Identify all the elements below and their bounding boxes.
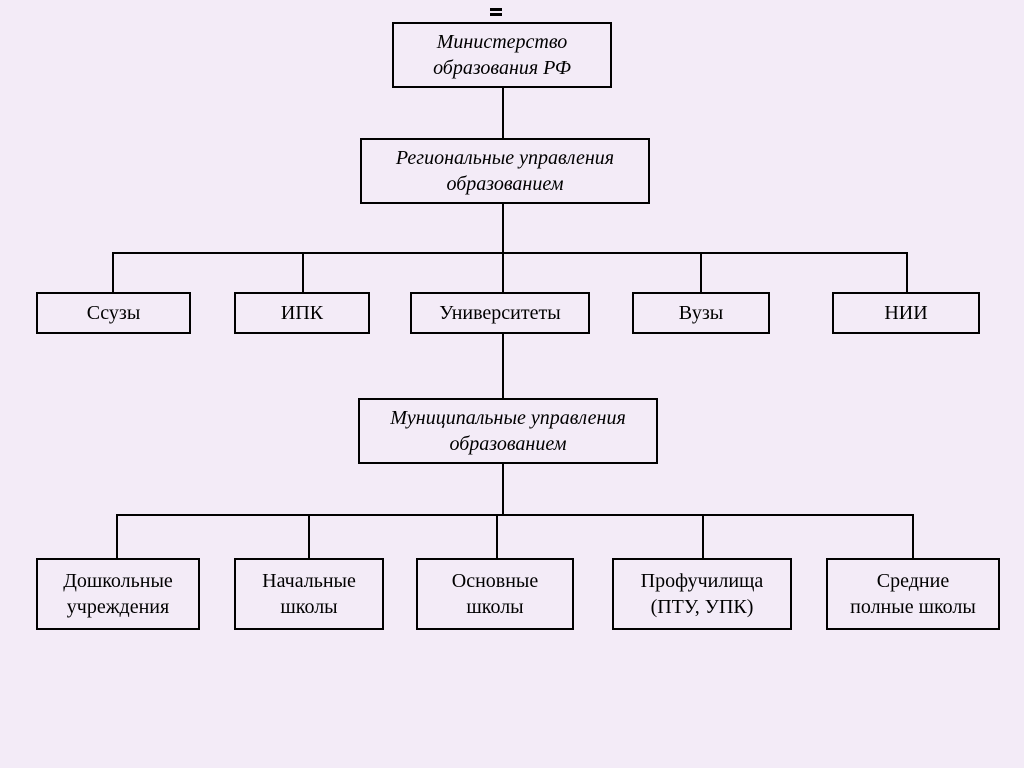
connector [112,252,114,292]
connector [502,252,504,292]
node-basic: Основныешколы [416,558,574,630]
node-root: Министерствообразования РФ [392,22,612,88]
connector [502,204,504,252]
node-regional: Региональные управленияобразованием [360,138,650,204]
connector-hbus [116,514,914,516]
node-ssuz: Ссузы [36,292,191,334]
node-preschool: Дошкольныеучреждения [36,558,200,630]
connector [912,514,914,558]
node-label: Начальныешколы [262,568,356,620]
connector [700,252,702,292]
node-municipal: Муниципальные управленияобразованием [358,398,658,464]
top-marks [490,8,502,18]
node-label: ИПК [281,300,323,326]
node-label: Муниципальные управленияобразованием [390,405,626,457]
connector [502,88,504,138]
node-label: Ссузы [87,300,141,326]
connector [302,252,304,292]
node-label: Университеты [439,300,560,326]
node-label: Региональные управленияобразованием [396,145,614,197]
node-ipk: ИПК [234,292,370,334]
node-label: Средниеполные школы [850,568,976,620]
connector [906,252,908,292]
node-label: Профучилища(ПТУ, УПК) [641,568,764,620]
connector [496,514,498,558]
node-label: НИИ [884,300,927,326]
connector [702,514,704,558]
node-label: Вузы [679,300,723,326]
node-secondary: Средниеполные школы [826,558,1000,630]
node-nii: НИИ [832,292,980,334]
node-vuzy: Вузы [632,292,770,334]
node-primary: Начальныешколы [234,558,384,630]
connector [502,464,504,514]
node-universities: Университеты [410,292,590,334]
node-label: Основныешколы [452,568,538,620]
node-label: Дошкольныеучреждения [63,568,173,620]
connector [308,514,310,558]
node-vocational: Профучилища(ПТУ, УПК) [612,558,792,630]
connector [502,334,504,398]
connector-hbus [112,252,908,254]
connector [116,514,118,558]
node-label: Министерствообразования РФ [433,29,571,81]
